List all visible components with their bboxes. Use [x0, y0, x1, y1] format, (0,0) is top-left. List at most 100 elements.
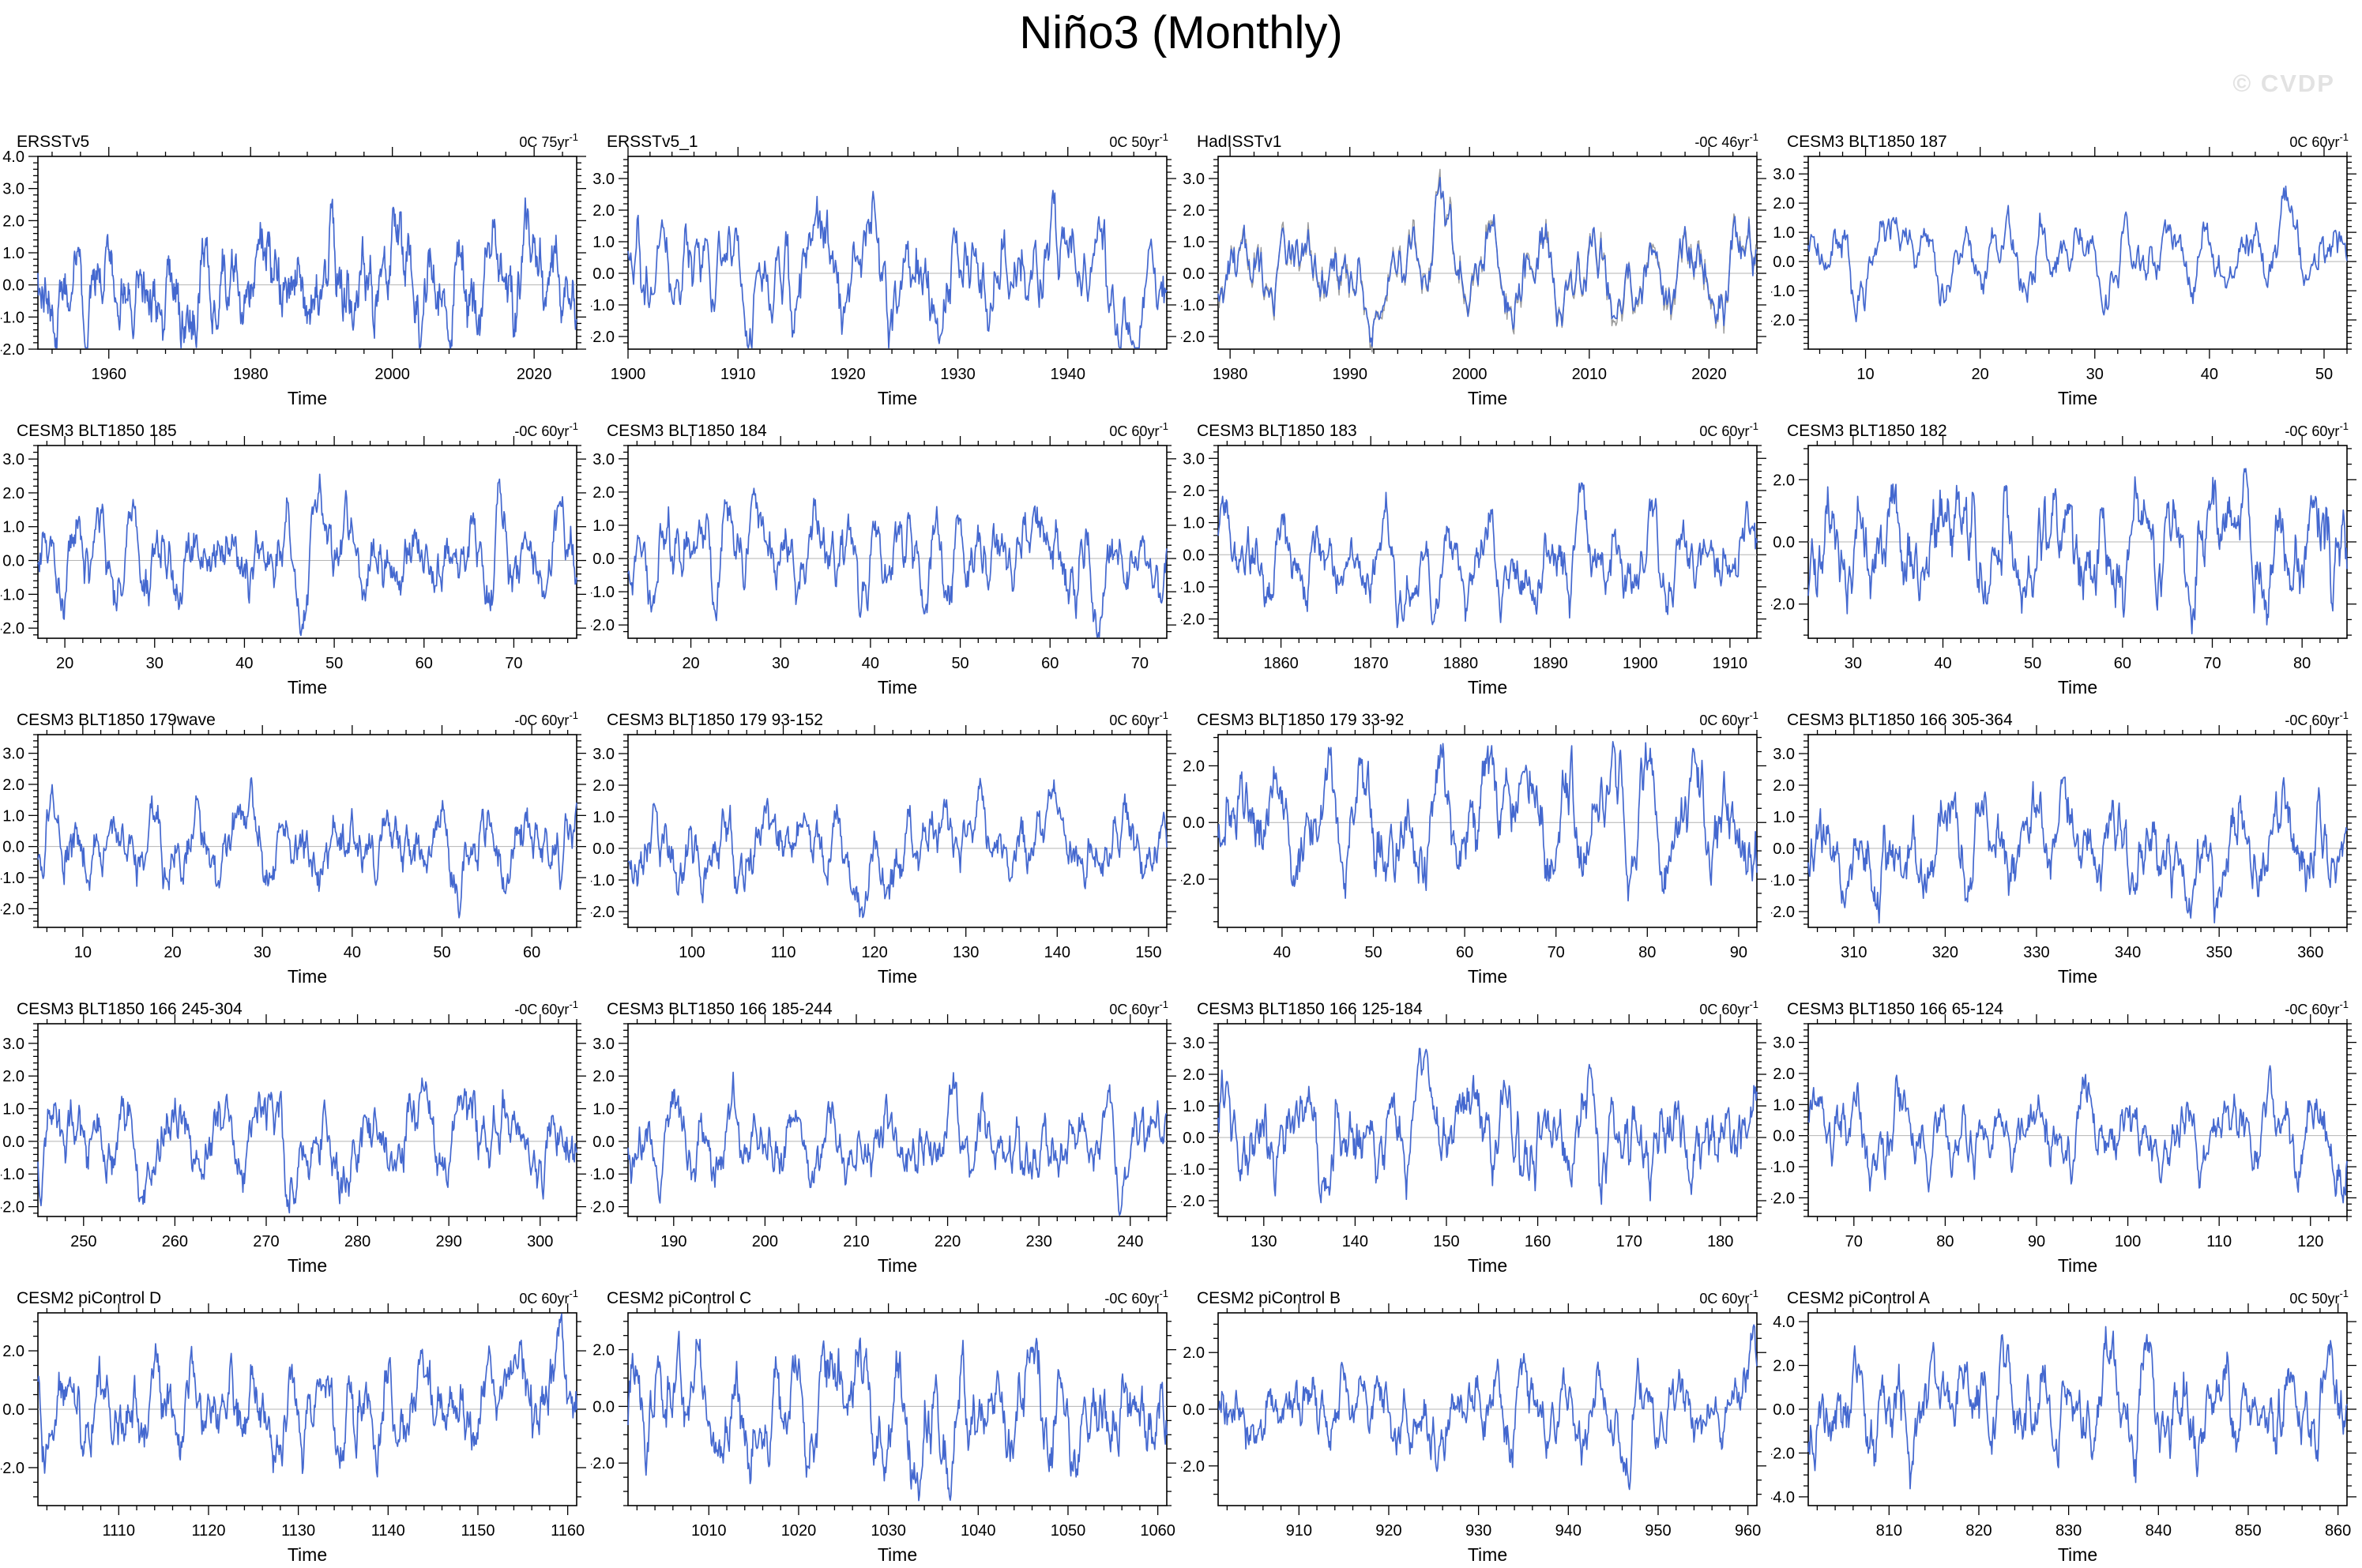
y-tick-label: 3.0 — [1183, 450, 1205, 468]
trend-value: -0C 60yr — [514, 423, 569, 439]
x-tick-label: 1890 — [1533, 655, 1568, 672]
series-line — [37, 776, 577, 919]
y-tick-label: 1.0 — [1183, 515, 1205, 532]
trend-exponent: -1 — [1749, 420, 1758, 432]
x-tick-label: 60 — [1456, 944, 1473, 961]
x-tick-label: 100 — [2115, 1233, 2141, 1250]
y-tick-label: 0.0 — [1773, 840, 1795, 858]
y-tick-label: 0.0 — [2, 553, 24, 570]
series-line — [1807, 185, 2348, 323]
x-tick-label: 1900 — [1623, 655, 1658, 672]
x-tick-label: 50 — [2024, 655, 2041, 672]
y-tick-label: -1.0 — [1181, 579, 1205, 596]
axis-labels: 310 320 330 340 350 360 -2.0 -1.0 0.0 1.0 2.0 3.0 — [1768, 746, 2324, 961]
x-tick-label: 1040 — [961, 1522, 996, 1540]
x-tick-label: 60 — [416, 655, 433, 672]
axis-ticks — [1799, 436, 2356, 648]
trend-exponent: -1 — [1159, 1288, 1168, 1299]
y-tick-label: -2.0 — [1, 1460, 24, 1477]
axis-ticks — [28, 436, 586, 648]
y-tick-label: 0.0 — [2, 839, 24, 856]
x-tick-label: 70 — [2203, 655, 2221, 672]
y-tick-label: 3.0 — [592, 746, 615, 763]
y-tick-label: -1.0 — [1, 1166, 24, 1183]
panel-title: CESM3 BLT1850 166 125-184 — [1197, 1000, 1423, 1018]
x-axis-title: Time — [1468, 1255, 1507, 1275]
panel-title: CESM3 BLT1850 166 305-364 — [1787, 711, 2013, 729]
x-tick-label: 40 — [235, 655, 253, 672]
y-tick-label: -2.0 — [1771, 1190, 1795, 1207]
x-axis-title: Time — [2058, 1544, 2097, 1564]
y-tick-label: 1.0 — [1183, 1098, 1205, 1115]
trend-exponent: -1 — [1159, 709, 1168, 721]
trend-label: 0C 60yr-1 — [1109, 709, 1168, 728]
trend-label: 0C 75yr-1 — [519, 131, 578, 150]
trend-value: 0C 60yr — [519, 1291, 569, 1307]
axis-ticks — [619, 436, 1176, 648]
y-tick-label: 3.0 — [1773, 746, 1795, 763]
plot-box — [1217, 156, 1758, 350]
series-line — [1217, 740, 1758, 902]
x-tick-label: 70 — [505, 655, 522, 672]
y-tick-label: 3.0 — [1773, 1035, 1795, 1052]
y-tick-label: 2.0 — [592, 1342, 615, 1359]
axis-labels: 40 50 60 70 80 90 -2.0 0.0 2.0 — [1178, 758, 1747, 961]
x-tick-label: 40 — [1934, 655, 1951, 672]
series-line — [1217, 1047, 1758, 1205]
y-tick-label: -1.0 — [1181, 1161, 1205, 1179]
x-axis-title: Time — [2058, 388, 2097, 408]
x-tick-label: 1990 — [1332, 366, 1367, 383]
axis-labels: 250 260 270 280 290 300 -2.0 -1.0 0.0 1.0 2.0 3.0 — [0, 1036, 553, 1250]
y-tick-label: 2.0 — [1183, 1066, 1205, 1084]
cvdp-watermark: © CVDP — [2232, 70, 2335, 97]
timeseries-plot: CESM3 BLT1850 166 125-184 0C 60yr-1 130 140… — [1178, 998, 1766, 1276]
y-tick-label: 2.0 — [1183, 1344, 1205, 1362]
x-tick-label: 50 — [2315, 366, 2333, 383]
trend-value: -0C 60yr — [1104, 1291, 1159, 1307]
trend-value: 0C 50yr — [1109, 134, 1159, 150]
timeseries-plot: CESM3 BLT1850 166 65-124 -0C 60yr-1 70 80 90… — [1768, 998, 2356, 1276]
trend-exponent: -1 — [2339, 420, 2349, 432]
x-tick-label: 180 — [1707, 1233, 1733, 1250]
axis-labels: 810 820 830 840 850 860 -4.0 -2.0 0.0 2.0 4.0 — [1768, 1314, 2352, 1540]
x-axis-title: Time — [878, 388, 917, 408]
y-tick-label: 3.0 — [1773, 166, 1795, 183]
chart-panel: ERSSTv5 0C 75yr-1 1960 1980 2000 2020 -2.0 -1.0… — [0, 118, 591, 408]
x-axis-title: Time — [878, 1255, 917, 1275]
x-tick-label: 810 — [1876, 1522, 1902, 1540]
axis-labels: 910 920 930 940 950 960 -2.0 0.0 2.0 — [1178, 1344, 1762, 1540]
axis-labels: 1110 1120 1130 1140 1150 1160 -2.0 0.0 2.0 — [0, 1343, 585, 1540]
x-tick-label: 20 — [164, 944, 181, 961]
axis-labels: 1960 1980 2000 2020 -2.0 -1.0 0.0 1.0 2.0 3.0 4.0 — [0, 149, 551, 383]
x-tick-label: 1020 — [781, 1522, 817, 1540]
trend-exponent: -1 — [569, 1288, 578, 1299]
y-tick-label: -2.0 — [1181, 1458, 1205, 1476]
x-tick-label: 360 — [2297, 944, 2323, 961]
chart-grid: ERSSTv5 0C 75yr-11960198020002020-2.0-1.0… — [0, 118, 2361, 1565]
y-tick-label: 0.0 — [1183, 1401, 1205, 1419]
x-tick-label: 1980 — [233, 366, 269, 383]
y-tick-label: 3.0 — [2, 1036, 24, 1053]
x-tick-label: 1010 — [691, 1522, 727, 1540]
axis-labels: 1980 1990 2000 2010 2020 -2.0 -1.0 0.0 1.0 2.0 3.0 — [1178, 171, 1727, 383]
y-tick-label: 3.0 — [2, 451, 24, 468]
x-tick-label: 830 — [2055, 1522, 2082, 1540]
x-tick-label: 150 — [1135, 944, 1161, 961]
x-tick-label: 20 — [56, 655, 73, 672]
page-header: Niño3 (Monthly) © CVDP — [0, 0, 2362, 118]
x-tick-label: 260 — [162, 1233, 188, 1250]
series-line — [1807, 468, 2348, 635]
x-tick-label: 60 — [2114, 655, 2131, 672]
y-tick-label: 1.0 — [2, 1101, 24, 1119]
chart-panel: CESM3 BLT1850 166 65-124 -0C 60yr-1 70 80 90… — [1768, 986, 2361, 1276]
x-axis-title: Time — [288, 1255, 327, 1275]
y-tick-label: 1.0 — [592, 1101, 615, 1119]
trend-label: 0C 60yr-1 — [1699, 420, 1758, 439]
timeseries-plot: CESM3 BLT1850 185 -0C 60yr-1 20 30 40 50 60 70 -… — [0, 420, 586, 698]
axis-labels: 130 140 150 160 170 180 -2.0 -1.0 0.0 1.0 2.0 3.0 — [1178, 1035, 1734, 1250]
y-tick-label: 2.0 — [2, 1343, 24, 1360]
trend-label: -0C 60yr-1 — [2285, 420, 2349, 439]
x-tick-label: 1120 — [191, 1522, 225, 1540]
panel-title: ERSSTv5 — [17, 133, 89, 151]
y-tick-label: 0.0 — [592, 265, 615, 283]
